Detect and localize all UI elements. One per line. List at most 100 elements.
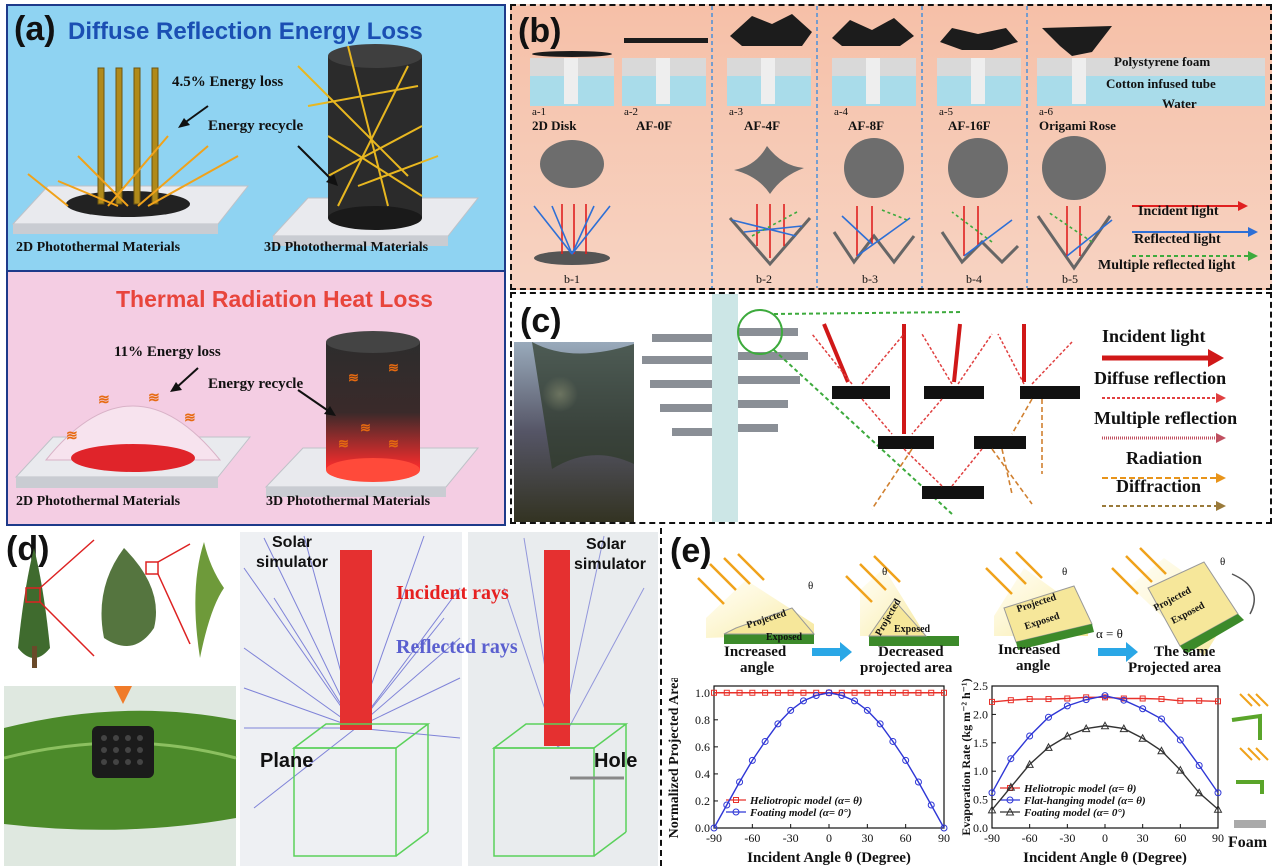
panel-d: (d)	[4, 528, 662, 866]
x-tick-label: 60	[1174, 831, 1186, 845]
data-point	[1044, 742, 1053, 751]
data-point	[941, 689, 947, 696]
data-point	[1119, 724, 1129, 733]
panel-a-bottom-right-caption: 3D Photothermal Materials	[266, 494, 431, 509]
legend-label: Heliotropic model (α= θ)	[749, 795, 862, 807]
data-point	[902, 756, 910, 764]
data-point	[1215, 698, 1221, 705]
sample-code: a-1	[532, 106, 547, 118]
x-tick-label: 0	[826, 831, 832, 845]
x-tick-label: -90	[706, 831, 722, 845]
data-point	[1175, 765, 1185, 774]
sample-name: AF-0F	[636, 118, 673, 133]
x-tick-label: 60	[900, 831, 912, 845]
x-tick-label: -60	[1022, 831, 1038, 845]
data-point	[902, 689, 909, 696]
panel-a-bottom-recycle: Energy recycle	[208, 376, 304, 392]
e-caption-4b: Projected area	[1128, 660, 1222, 676]
data-point	[988, 789, 996, 797]
legend-multiple: Multiple reflected light	[1098, 258, 1236, 273]
data-point	[989, 698, 995, 705]
data-point	[1120, 696, 1128, 704]
data-point	[940, 824, 948, 832]
sample-name: AF-16F	[948, 118, 991, 133]
legend-reflected: Reflected light	[1134, 232, 1221, 247]
panel-a-top-left-caption: 2D Photothermal Materials	[16, 240, 181, 255]
y-axis-label: Normalized Projected Area	[667, 678, 682, 838]
data-point	[851, 697, 859, 705]
data-point	[987, 805, 997, 814]
series-line	[991, 725, 1219, 811]
data-point	[799, 697, 807, 705]
svg-text:≋: ≋	[184, 411, 196, 426]
ray-code: b-3	[862, 272, 878, 286]
c-legend-diffraction: Diffraction	[1116, 476, 1201, 496]
d-incident: Incident rays	[396, 582, 509, 604]
panel-a-top-right-caption: 3D Photothermal Materials	[264, 240, 429, 255]
data-point	[1025, 759, 1035, 768]
data-point	[711, 689, 717, 696]
legend-marker	[1005, 807, 1015, 816]
sample-code: a-3	[729, 106, 744, 118]
svg-text:≋: ≋	[148, 391, 160, 406]
data-point	[1196, 697, 1203, 704]
d-solar-right-2: simulator	[574, 556, 647, 573]
c-legend-radiation: Radiation	[1126, 448, 1203, 468]
data-point	[1213, 804, 1223, 813]
ray-code: b-1	[564, 272, 580, 286]
y-tick-label: 1.0	[695, 686, 710, 700]
y-tick-label: 2.5	[973, 679, 988, 693]
data-point	[928, 689, 935, 696]
y-tick-label: 1.0	[973, 764, 988, 778]
y-tick-label: 1.5	[973, 736, 988, 750]
y-tick-label: 0.8	[695, 713, 710, 727]
y-tick-label: 0.4	[695, 767, 710, 781]
d-solar-left-1: Solar	[272, 534, 313, 551]
svg-text:≋: ≋	[388, 360, 399, 375]
data-point	[863, 706, 871, 714]
series-line	[991, 696, 1219, 703]
ray-code: b-5	[1062, 272, 1078, 286]
svg-text:≋: ≋	[98, 393, 110, 408]
chart-evaporation-rate: -90 -60 -30 0 30 60 90 0.0 0.5 1.0 1.5 2.0 2.5 Incide…	[960, 678, 1224, 866]
x-tick-label: -90	[984, 831, 1000, 845]
sample-code: a-2	[624, 106, 639, 118]
panel-a-bottom-loss: 11% Energy loss	[114, 344, 221, 360]
y-tick-label: 0.5	[973, 793, 988, 807]
panel-a-top-loss: 4.5% Energy loss	[172, 74, 284, 90]
data-point	[774, 689, 781, 696]
data-point	[762, 689, 769, 696]
data-point	[1064, 695, 1071, 702]
data-point	[710, 824, 718, 832]
data-point	[1007, 755, 1015, 763]
data-point	[723, 689, 730, 696]
data-point	[1194, 788, 1204, 797]
e-theta-4: θ	[1220, 556, 1226, 568]
svg-text:≋: ≋	[388, 436, 399, 451]
sample-code: a-6	[1039, 106, 1054, 118]
panel-c-label: (c)	[520, 302, 562, 340]
sample-name: AF-8F	[848, 118, 885, 133]
y-tick-label: 0.0	[695, 821, 710, 835]
data-point	[1138, 733, 1148, 742]
panel-e-label: (e)	[670, 532, 712, 570]
series-line	[991, 694, 1219, 794]
e-caption-4a: The same	[1154, 644, 1216, 660]
data-point	[736, 689, 743, 696]
data-point	[1026, 732, 1034, 740]
legend-marker	[1006, 796, 1014, 804]
data-point	[1045, 696, 1052, 703]
x-axis-label: Incident Angle θ (Degree)	[1023, 850, 1187, 866]
y-tick-label: 2.0	[973, 707, 988, 721]
x-tick-label: -60	[744, 831, 760, 845]
data-point	[1139, 705, 1147, 713]
data-point	[914, 778, 922, 786]
c-legend-diffuse: Diffuse reflection	[1094, 368, 1227, 388]
data-point	[1214, 789, 1222, 797]
d-hole: Hole	[594, 750, 638, 772]
panel-e: (e)	[664, 528, 1272, 866]
data-point	[774, 720, 782, 728]
data-point	[1045, 713, 1052, 721]
panel-a-label: (a)	[14, 10, 56, 48]
e-foam: Foam	[1228, 834, 1268, 851]
